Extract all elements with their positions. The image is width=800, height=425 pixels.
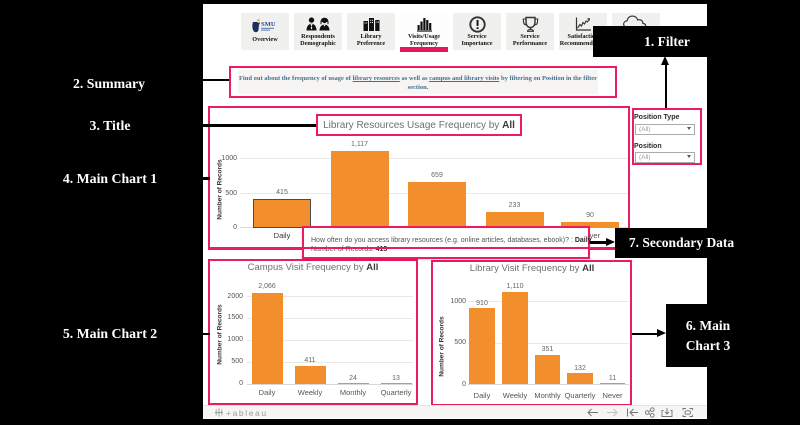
svg-text:+ableau: +ableau [226, 408, 268, 418]
svg-text:SMU: SMU [261, 21, 276, 28]
